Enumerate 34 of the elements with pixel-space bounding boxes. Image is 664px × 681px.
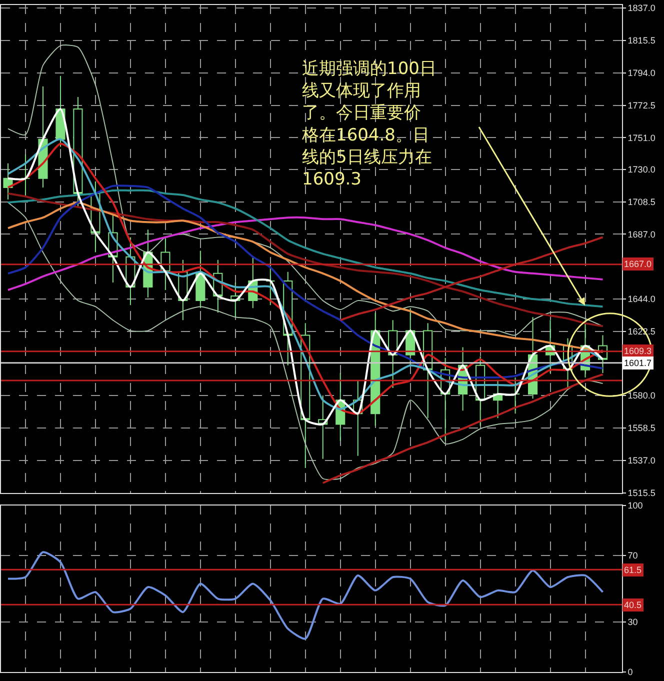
ref-line-label: 1601.7 — [624, 358, 652, 368]
y-tick-label: 1708.5 — [628, 196, 656, 207]
candlestick — [266, 262, 276, 306]
line-series — [339, 236, 604, 322]
y-tick-label: 70 — [628, 550, 638, 561]
ref-line-label: 40.5 — [624, 600, 642, 610]
line-series — [8, 44, 604, 336]
y-tick-label: 1751.0 — [628, 132, 656, 143]
line-series — [7, 192, 604, 328]
y-tick-label: 30 — [628, 617, 638, 628]
y-tick-label: 1772.5 — [628, 100, 656, 110]
ref-line-label: 1609.3 — [624, 346, 652, 356]
line-series — [8, 202, 604, 480]
line-series — [7, 184, 604, 379]
candlestick — [20, 154, 30, 198]
line-series — [7, 202, 604, 353]
ref-line-label: 61.5 — [624, 565, 642, 575]
y-tick-label: 1815.5 — [628, 36, 656, 46]
y-tick-label: 1537.0 — [628, 456, 656, 466]
y-tick-label: 1794.0 — [628, 68, 656, 78]
y-tick-label: 1580.0 — [628, 390, 656, 401]
y-tick-label: 1644.0 — [628, 294, 656, 304]
y-tick-label: 0 — [628, 667, 633, 678]
y-tick-label: 100 — [628, 500, 643, 511]
ref-line-label: 1667.0 — [624, 259, 652, 269]
y-tick-label: 1730.0 — [628, 164, 656, 175]
line-series — [7, 551, 604, 640]
y-tick-label: 1558.5 — [628, 423, 656, 434]
line-series — [322, 373, 604, 484]
y-tick-label: 1837.0 — [628, 3, 656, 14]
line-series — [7, 216, 604, 291]
y-tick-label: 1515.5 — [628, 488, 656, 498]
y-tick-label: 1687.0 — [628, 229, 656, 240]
line-series — [7, 189, 604, 308]
